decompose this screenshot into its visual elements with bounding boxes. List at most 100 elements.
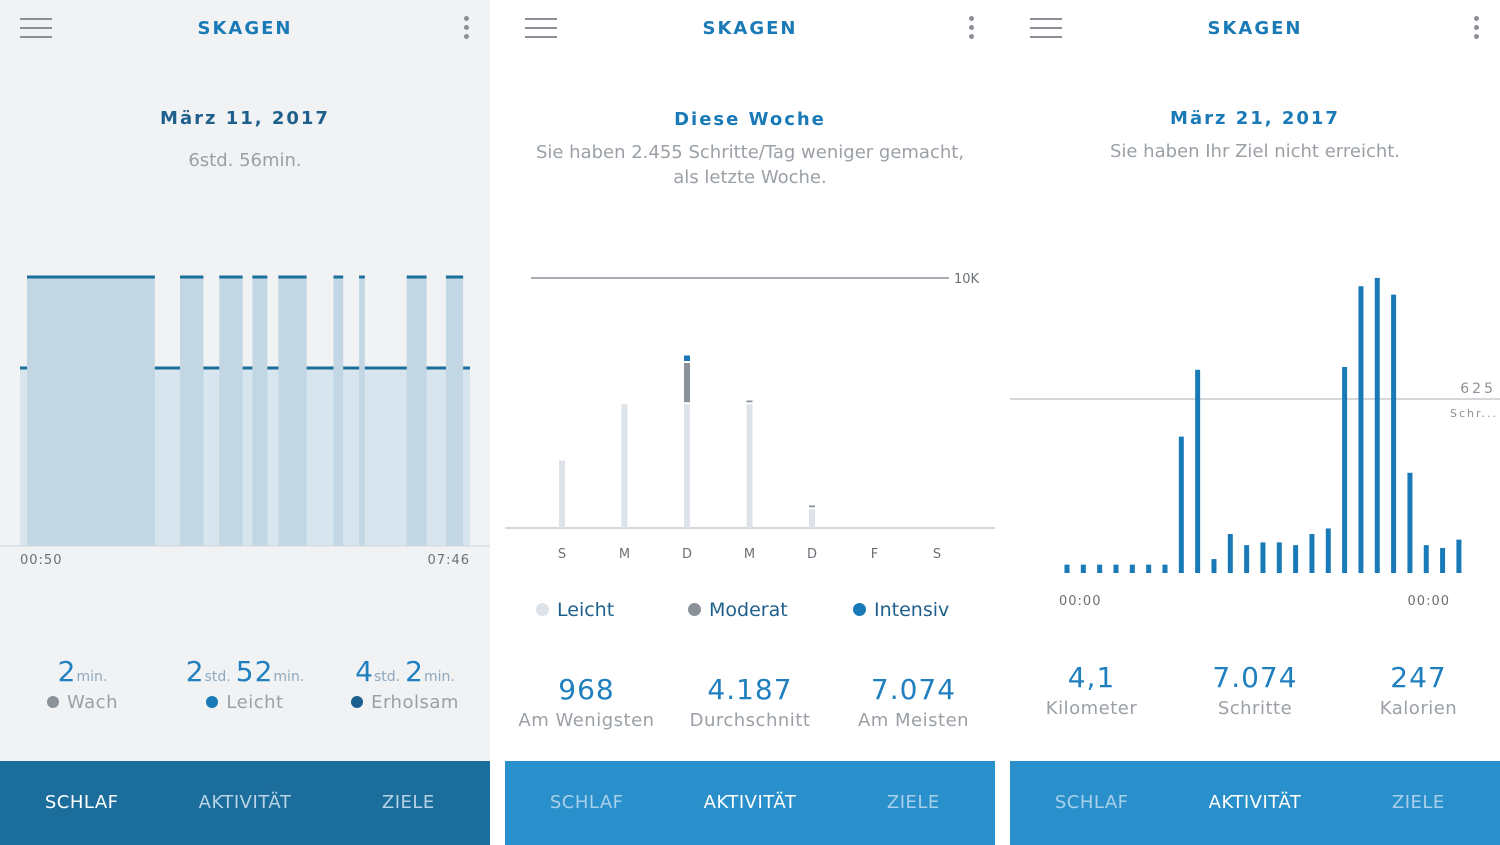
bottom-nav: SCHLAF AKTIVITÄT ZIELE [505,761,995,845]
stat-restful-hours-unit: std. [373,669,401,685]
day-tick-label: D [807,547,817,562]
hour-bar [1456,539,1462,573]
goal-value: 625 [1460,381,1496,397]
day-tick-label: S [558,547,566,562]
tab-activity[interactable]: AKTIVITÄT [703,792,797,813]
hour-bar [1342,366,1348,573]
awake-dot-icon [47,696,59,708]
stat-restful: 4std. 2min. Erholsam [330,655,480,713]
hour-bar [1325,528,1331,573]
day-tick-label: F [871,547,878,562]
hour-bar [1097,564,1103,573]
sleep-screen: SKAGEN März 11, 2017 6std. 56min. 00:50 … [0,0,490,845]
stat-restful-label: Erholsam [371,692,459,713]
bottom-nav: SCHLAF AKTIVITÄT ZIELE [0,761,490,845]
hour-bar [1358,286,1364,573]
tab-sleep[interactable]: SCHLAF [549,792,624,813]
brand-logo: SKAGEN [1207,18,1303,39]
day-time-start: 00:00 [1059,594,1102,609]
sleep-deep-segment [278,277,307,546]
hour-bar [1374,277,1380,573]
week-bar-leicht [809,509,815,528]
tab-goals[interactable]: ZIELE [381,792,435,813]
restful-dot-icon [351,696,364,708]
more-options-icon[interactable] [1470,16,1482,42]
stat-average: 4.187 Durchschnitt [668,673,832,731]
sleep-chart [0,275,490,547]
hour-bar [1146,564,1152,573]
bottom-nav: SCHLAF AKTIVITÄT ZIELE [1010,761,1500,845]
tab-goals[interactable]: ZIELE [1391,792,1445,813]
week-subtitle-line1: Sie haben 2.455 Schritte/Tag weniger gem… [535,142,965,163]
stat-steps: 7.074 Schritte [1173,661,1337,719]
stat-restful-minutes-unit: min. [424,669,455,685]
hour-bar [1244,545,1250,573]
hour-bar [1080,564,1086,573]
stat-light-label: Leicht [226,692,284,713]
day-subtitle: Sie haben Ihr Ziel nicht erreicht. [1109,141,1401,162]
more-options-icon[interactable] [460,16,472,42]
hour-bar [1293,545,1299,573]
stat-most-value: 7.074 [870,673,957,706]
hour-bar [1129,564,1135,573]
stat-kilometers: 4,1 Kilometer [1010,661,1173,719]
stat-most: 7.074 Am Meisten [832,673,995,731]
goal-unit: Schr... [1450,407,1498,420]
tab-goals[interactable]: ZIELE [886,792,940,813]
menu-icon[interactable] [20,16,52,40]
tab-sleep[interactable]: SCHLAF [1054,792,1129,813]
week-bar-moderat [809,505,815,508]
hour-bar [1309,534,1315,573]
week-bar-leicht [684,404,690,528]
sleep-time-start: 00:50 [20,553,63,568]
sleep-deep-segment [406,277,427,546]
light-dot-icon [206,696,219,708]
hour-bar [1113,564,1119,573]
week-subtitle-line2: als letzte Woche. [673,167,827,188]
stat-awake-unit: min. [76,669,108,685]
day-date: März 21, 2017 [1170,108,1340,129]
stat-awake: 2min. Wach [10,655,155,713]
hour-bar [1064,564,1070,573]
stat-least-label: Am Wenigsten [518,710,655,731]
day-time-end: 00:00 [1407,594,1450,609]
hour-bar [1178,436,1184,573]
day-tick-label: S [933,547,941,562]
stat-light: 2std. 52min. Leicht [165,655,325,713]
stat-light-hours: 2 [185,655,205,688]
sleep-deep-segment [359,277,365,546]
sleep-deep-segment [445,277,464,546]
week-bar-intensiv [684,355,690,361]
activity-day-screen: SKAGEN März 21, 2017 Sie haben Ihr Ziel … [1010,0,1500,845]
legend-light-label: Leicht [557,599,615,621]
hour-bar [1227,534,1233,573]
hour-bar [1440,547,1446,573]
stat-calories: 247 Kalorien [1337,661,1500,719]
day-tick-label: M [619,547,630,562]
legend-moderate: Moderat [688,599,788,621]
tab-activity[interactable]: AKTIVITÄT [198,792,292,813]
week-chart: 10K S M D M D F S [505,272,995,562]
sleep-time-end: 07:46 [427,553,470,568]
sleep-deep-segment [333,277,344,546]
activity-week-screen: SKAGEN Diese Woche Sie haben 2.455 Schri… [505,0,995,845]
tab-sleep[interactable]: SCHLAF [44,792,119,813]
week-bar-moderat [684,363,690,403]
sleep-deep-segment [27,277,155,546]
stat-restful-minutes: 2 [405,655,424,688]
more-options-icon[interactable] [965,16,977,42]
stat-steps-label: Schritte [1217,698,1293,719]
stat-steps-value: 7.074 [1212,661,1298,694]
tab-activity[interactable]: AKTIVITÄT [1208,792,1302,813]
legend-moderate-dot-icon [688,603,701,616]
stat-calories-label: Kalorien [1379,698,1458,719]
week-bar-moderat [746,400,753,403]
stat-average-label: Durchschnitt [689,710,811,731]
legend-light: Leicht [536,599,614,621]
week-title: Diese Woche [674,109,826,130]
menu-icon[interactable] [525,16,557,40]
brand-logo: SKAGEN [702,18,798,39]
sleep-deep-segment [219,277,243,546]
brand-logo: SKAGEN [197,18,293,39]
menu-icon[interactable] [1030,16,1062,40]
